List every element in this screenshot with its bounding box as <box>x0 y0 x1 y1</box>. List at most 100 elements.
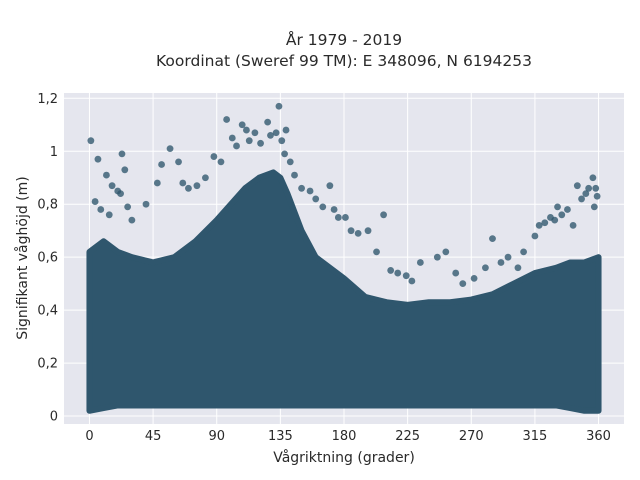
data-point <box>373 248 380 256</box>
data-point <box>592 184 600 192</box>
y-tick-label: 0,4 <box>37 304 58 319</box>
data-point <box>319 203 327 211</box>
data-point <box>91 198 99 205</box>
data-point <box>103 171 110 179</box>
data-point <box>118 150 126 158</box>
data-point <box>153 179 161 187</box>
data-point <box>217 158 225 166</box>
data-point <box>278 137 286 145</box>
tick-labels: 0 45 90 135 180 225 270 315 360 0 0,2 0,4 0,6 0,8 1 1,2 <box>37 92 611 444</box>
data-point <box>128 216 136 224</box>
data-point <box>582 190 590 198</box>
data-point <box>193 182 201 190</box>
data-point <box>593 192 601 200</box>
data-point <box>520 248 527 256</box>
x-tick-label: 270 <box>459 429 484 444</box>
data-point <box>585 184 593 192</box>
data-point <box>233 142 240 150</box>
data-point <box>408 277 416 285</box>
data-point <box>223 116 231 123</box>
y-tick-label: 1 <box>50 145 58 160</box>
data-point <box>275 102 283 110</box>
x-tick-label: 360 <box>586 429 611 444</box>
data-point <box>94 155 102 163</box>
data-point <box>535 222 543 229</box>
data-point <box>243 126 250 134</box>
data-point <box>291 171 298 179</box>
y-tick-label: 0,6 <box>37 251 58 266</box>
data-point <box>298 184 305 192</box>
data-point <box>202 174 209 182</box>
data-point <box>589 174 597 182</box>
data-point <box>117 190 124 198</box>
data-points <box>86 102 602 414</box>
x-tick-label: 0 <box>85 429 93 444</box>
data-point <box>179 179 187 187</box>
data-point <box>569 222 577 229</box>
data-point <box>504 253 512 261</box>
data-point <box>402 272 410 280</box>
y-tick-label: 0,2 <box>37 357 58 372</box>
chart-title-line-1: År 1979 - 2019 <box>286 30 402 49</box>
data-point <box>380 211 387 219</box>
data-point <box>97 206 105 213</box>
data-point <box>281 150 289 158</box>
data-point <box>175 158 182 166</box>
data-point <box>590 203 598 211</box>
data-point <box>257 139 264 147</box>
data-point <box>108 182 116 190</box>
data-point <box>286 158 294 166</box>
data-point <box>354 229 362 237</box>
data-point <box>306 187 314 195</box>
data-point <box>482 264 489 272</box>
data-point <box>459 280 467 288</box>
data-point <box>272 129 280 137</box>
data-point <box>228 134 236 142</box>
dense-point-cloud <box>86 169 602 414</box>
data-point <box>416 259 424 266</box>
data-point <box>238 121 246 129</box>
data-point <box>87 137 95 145</box>
data-point <box>142 200 150 208</box>
data-point <box>210 153 218 160</box>
data-point <box>330 206 338 213</box>
data-point <box>245 137 253 145</box>
data-point <box>364 227 372 235</box>
data-point <box>185 184 192 192</box>
y-tick-label: 0,8 <box>37 198 58 213</box>
data-point <box>158 161 165 168</box>
data-point <box>334 214 342 221</box>
data-point <box>267 131 274 139</box>
data-point <box>347 227 355 235</box>
data-point <box>105 211 113 219</box>
y-axis-label: Signifikant våghöjd (m) <box>14 176 31 339</box>
x-tick-label: 180 <box>332 429 357 444</box>
data-point <box>387 267 395 274</box>
data-point <box>452 269 460 277</box>
data-point <box>497 259 505 266</box>
y-tick-label: 1,2 <box>37 92 58 107</box>
data-point <box>121 166 129 174</box>
data-point <box>124 203 132 211</box>
x-axis-label: Vågriktning (grader) <box>273 449 415 466</box>
x-tick-label: 45 <box>145 429 162 444</box>
data-point <box>558 211 566 219</box>
data-point <box>489 235 496 243</box>
data-point <box>264 118 272 126</box>
data-point <box>541 219 549 227</box>
x-tick-label: 90 <box>208 429 225 444</box>
data-point <box>166 145 174 153</box>
data-point <box>551 216 559 224</box>
data-point <box>394 269 402 277</box>
data-point <box>578 195 585 203</box>
y-tick-label: 0 <box>50 410 58 425</box>
data-point <box>442 248 450 256</box>
data-point <box>326 182 334 190</box>
data-point <box>554 203 561 211</box>
data-point <box>531 232 539 240</box>
data-point <box>470 274 478 282</box>
x-tick-label: 225 <box>395 429 420 444</box>
chart-title-line-2: Koordinat (Sweref 99 TM): E 348096, N 61… <box>156 52 532 70</box>
data-point <box>251 129 259 137</box>
